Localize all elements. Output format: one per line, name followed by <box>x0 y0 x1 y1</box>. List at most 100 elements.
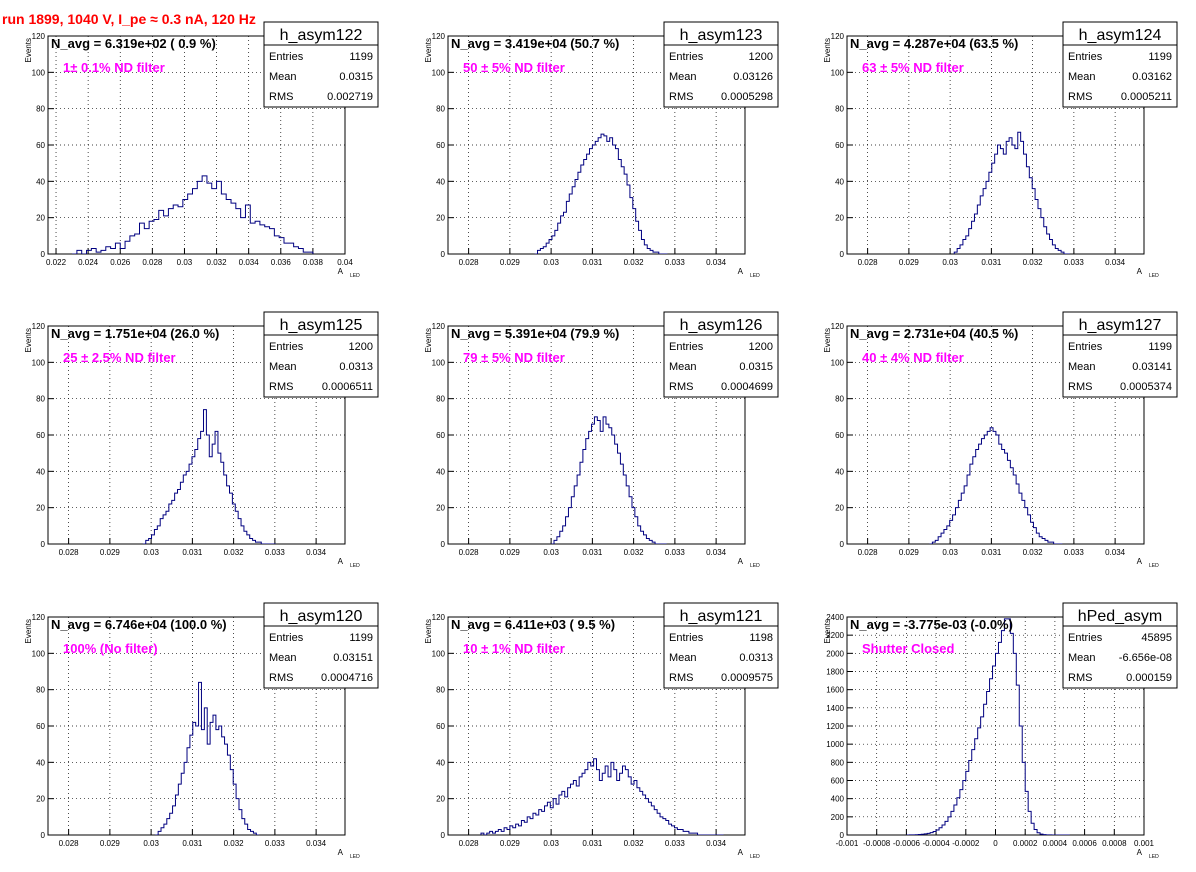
y-tick-label: 200 <box>831 813 845 822</box>
stat-value-entries: 1200 <box>349 341 373 353</box>
y-tick-label: 40 <box>436 467 445 476</box>
stat-value-mean: 0.0315 <box>339 71 373 83</box>
stats-box <box>1062 44 1178 108</box>
histogram-panel-h_asym126: 0.028 0.029 0.03 0.031 0.032 0.033 0.034 0 20 40 6… <box>424 311 779 569</box>
histogram-panel-h_asym124: 0.028 0.029 0.03 0.031 0.032 0.033 0.034 0 20 40 6… <box>823 21 1178 279</box>
y-tick-label: 60 <box>436 431 445 440</box>
y-tick-label: 40 <box>36 758 45 767</box>
x-tick-label: 0.033 <box>665 839 686 848</box>
stat-label-entries: Entries <box>269 632 304 644</box>
stat-label-entries: Entries <box>669 632 704 644</box>
x-tick-label: 0.029 <box>100 548 121 557</box>
x-tick-label: 0.028 <box>459 548 480 557</box>
navg-label: N_avg = 4.287e+04 (63.5 %) <box>850 36 1018 51</box>
y-tick-label: 0 <box>41 540 46 549</box>
y-tick-label: 20 <box>436 214 445 223</box>
x-tick-label: 0.032 <box>624 258 645 267</box>
filter-label: 63 ± 5% ND filter <box>862 60 964 75</box>
y-tick-label: 120 <box>32 613 46 622</box>
y-axis-label: Events <box>24 328 33 352</box>
stat-label-mean: Mean <box>1068 71 1096 83</box>
y-tick-label: 0 <box>441 831 446 840</box>
x-tick-label: 0.029 <box>500 258 521 267</box>
y-tick-label: 600 <box>831 777 845 786</box>
stat-value-rms: 0.000159 <box>1126 672 1172 684</box>
y-tick-label: 80 <box>36 395 45 404</box>
filter-label: 40 ± 4% ND filter <box>862 350 964 365</box>
histogram-name: h_asym123 <box>680 27 763 44</box>
y-tick-label: 60 <box>835 431 844 440</box>
x-tick-label: 0.033 <box>1064 548 1085 557</box>
histogram-name: hPed_asym <box>1078 608 1163 625</box>
histogram-line <box>906 618 1070 835</box>
x-tick-label: 0.034 <box>706 839 727 848</box>
x-tick-label: 0.032 <box>1023 258 1044 267</box>
x-tick-label: 0.032 <box>224 548 245 557</box>
y-axis-label: Events <box>424 619 433 643</box>
y-tick-label: 80 <box>436 686 445 695</box>
x-tick-label: 0.024 <box>78 258 99 267</box>
navg-label: N_avg = -3.775e-03 (-0.0%) <box>850 617 1013 632</box>
y-tick-label: 20 <box>436 795 445 804</box>
y-tick-label: 0 <box>41 250 46 259</box>
y-tick-label: 80 <box>36 105 45 114</box>
histogram-line <box>551 416 667 544</box>
y-tick-label: 40 <box>436 177 445 186</box>
y-tick-label: 100 <box>32 649 46 658</box>
y-tick-label: 100 <box>831 68 845 77</box>
x-axis-label-subscript: LED <box>350 854 360 860</box>
navg-label: N_avg = 1.751e+04 (26.0 %) <box>51 326 219 341</box>
stats-box <box>1062 334 1178 398</box>
x-tick-label: 0.031 <box>981 258 1002 267</box>
y-tick-label: 1200 <box>826 722 844 731</box>
x-tick-label: 0.028 <box>858 258 879 267</box>
stat-label-mean: Mean <box>1068 652 1096 664</box>
stat-label-entries: Entries <box>1068 632 1103 644</box>
x-tick-label: 0.031 <box>182 839 203 848</box>
y-tick-label: 400 <box>831 795 845 804</box>
stat-label-rms: RMS <box>1068 381 1092 393</box>
stat-label-entries: Entries <box>269 51 304 63</box>
x-tick-label: 0.034 <box>239 258 260 267</box>
y-tick-label: 60 <box>436 141 445 150</box>
stats-box <box>263 334 379 398</box>
stat-label-mean: Mean <box>1068 361 1096 373</box>
stat-value-mean: -6.656e-08 <box>1119 652 1172 664</box>
x-tick-label: 0.03 <box>942 258 958 267</box>
histogram-name: h_asym120 <box>280 608 363 625</box>
y-tick-label: 0 <box>41 831 46 840</box>
stat-value-mean: 0.03151 <box>333 652 373 664</box>
x-axis-label: A <box>1137 848 1143 857</box>
run-title: run 1899, 1040 V, I_pe ≈ 0.3 nA, 120 Hz <box>2 11 256 27</box>
x-tick-label: -0.001 <box>836 839 859 848</box>
stat-label-rms: RMS <box>669 672 693 684</box>
x-tick-label: 0.03 <box>543 258 559 267</box>
stats-box <box>1062 625 1178 689</box>
x-axis-label-subscript: LED <box>750 273 760 279</box>
stat-label-mean: Mean <box>669 652 697 664</box>
x-tick-label: 0.03 <box>543 548 559 557</box>
x-tick-label: 0.04 <box>337 258 353 267</box>
x-tick-label: 0.032 <box>624 548 645 557</box>
x-tick-label: 0.033 <box>665 548 686 557</box>
y-tick-label: 60 <box>36 722 45 731</box>
y-tick-label: 1600 <box>826 686 844 695</box>
x-tick-label: 0.032 <box>624 839 645 848</box>
stat-value-mean: 0.03162 <box>1132 71 1172 83</box>
y-tick-label: 60 <box>436 722 445 731</box>
x-tick-label: 0.028 <box>59 548 80 557</box>
stat-label-entries: Entries <box>1068 341 1103 353</box>
x-tick-label: 0.032 <box>207 258 228 267</box>
histogram-line <box>142 409 276 544</box>
stat-label-mean: Mean <box>269 652 297 664</box>
y-tick-label: 60 <box>36 141 45 150</box>
x-axis-label-subscript: LED <box>350 563 360 569</box>
stat-value-rms: 0.0005298 <box>721 91 773 103</box>
x-axis-label: A <box>1137 557 1143 566</box>
stat-value-rms: 0.0004699 <box>721 381 773 393</box>
x-tick-label: -0.0006 <box>893 839 921 848</box>
histogram-name: h_asym125 <box>280 317 363 334</box>
x-axis-label: A <box>338 267 344 276</box>
stat-label-entries: Entries <box>669 341 704 353</box>
x-tick-label: 0.034 <box>306 839 327 848</box>
